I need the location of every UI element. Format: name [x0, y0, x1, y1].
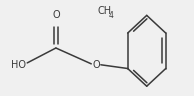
- Text: HO: HO: [11, 60, 26, 70]
- Text: CH: CH: [97, 6, 111, 16]
- Text: O: O: [92, 60, 100, 70]
- Text: O: O: [52, 10, 60, 20]
- Text: 4: 4: [109, 11, 114, 20]
